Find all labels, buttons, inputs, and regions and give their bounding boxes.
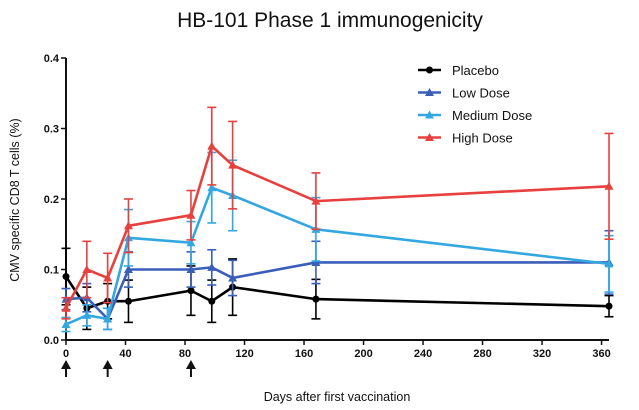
medium-dose-point [103, 314, 113, 323]
y-tick-label: 0.4 [44, 53, 60, 65]
y-axis: 0.0 0.1 0.2 0.3 0.4 [44, 53, 67, 347]
series-placebo [61, 247, 614, 331]
x-tick-label: 320 [533, 348, 551, 360]
high-dose-point [186, 210, 196, 219]
medium-dose-point [207, 183, 217, 192]
vaccination-arrow-icon [102, 360, 113, 377]
legend-item-high-dose: High Dose [418, 131, 513, 146]
y-tick-label: 0.0 [44, 335, 59, 347]
low-dose-point [123, 265, 133, 273]
arrow-head [61, 360, 71, 369]
legend-swatch-marker [425, 110, 434, 119]
placebo-point [124, 297, 132, 305]
high-dose-point [228, 160, 238, 169]
high-dose-point [311, 196, 321, 205]
arrow-head [185, 360, 196, 369]
legend-item-placebo: Placebo [418, 63, 499, 78]
placebo-point [62, 273, 70, 281]
legend-label: High Dose [452, 131, 513, 146]
x-tick-label: 200 [354, 348, 372, 360]
high-dose-point [103, 273, 113, 282]
high-dose-point [604, 181, 614, 190]
legend-label: Low Dose [452, 86, 510, 101]
y-tick-label: 0.3 [44, 124, 59, 136]
legend-label: Medium Dose [452, 108, 532, 123]
legend-swatch-marker [426, 66, 433, 74]
high-dose-point [82, 265, 92, 273]
medium-dose-point [604, 259, 614, 268]
medium-dose-point [82, 310, 92, 319]
medium-dose-point [186, 238, 196, 247]
x-tick-label: 40 [119, 348, 131, 360]
low-dose-point [186, 265, 196, 273]
x-tick-label: 360 [592, 348, 610, 360]
placebo-point [208, 297, 216, 305]
vaccination-arrows [61, 360, 196, 377]
x-tick-label: 80 [179, 348, 191, 360]
placebo-line [64, 275, 610, 310]
legend-label: Placebo [452, 63, 499, 78]
high-dose-point [123, 221, 133, 230]
vaccination-arrow-icon [185, 360, 196, 377]
vaccination-arrow-icon [61, 360, 71, 377]
legend-swatch-marker [425, 133, 434, 141]
arrow-head [102, 360, 113, 369]
high-dose-line [64, 144, 610, 309]
chart-title: HB-101 Phase 1 immunogenicity [177, 9, 483, 32]
low-dose-line [65, 261, 609, 321]
high-dose-point [61, 303, 71, 312]
x-tick-label: 280 [473, 348, 491, 360]
low-dose-point [207, 262, 217, 271]
placebo-point [187, 287, 195, 295]
low-dose-point [228, 273, 238, 282]
x-axis: 0 40 80 120 160 200 240 280 320 360 [63, 339, 611, 360]
x-tick-label: 0 [63, 348, 69, 360]
placebo-point [312, 295, 320, 303]
low-dose-point [311, 257, 321, 266]
legend-item-medium-dose: Medium Dose [418, 108, 532, 123]
plot-area [61, 106, 614, 333]
x-tick-label: 120 [235, 348, 253, 360]
legend-item-low-dose: Low Dose [418, 86, 510, 101]
legend: Placebo Low Dose Medium Dose High Dose [418, 63, 532, 146]
placebo-point [605, 302, 613, 310]
y-axis-label: CMV specific CD8 T cells (%) [8, 118, 22, 281]
y-tick-label: 0.1 [44, 265, 59, 277]
medium-dose-point [61, 319, 71, 328]
y-tick-label: 0.2 [44, 194, 59, 206]
high-dose-point [207, 141, 217, 150]
series-high-dose [61, 106, 614, 320]
x-tick-label: 240 [414, 348, 432, 360]
x-tick-label: 160 [295, 348, 313, 360]
series-low-dose [61, 229, 614, 331]
x-axis-label: Days after first vaccination [264, 390, 411, 404]
legend-swatch-marker [425, 88, 434, 96]
